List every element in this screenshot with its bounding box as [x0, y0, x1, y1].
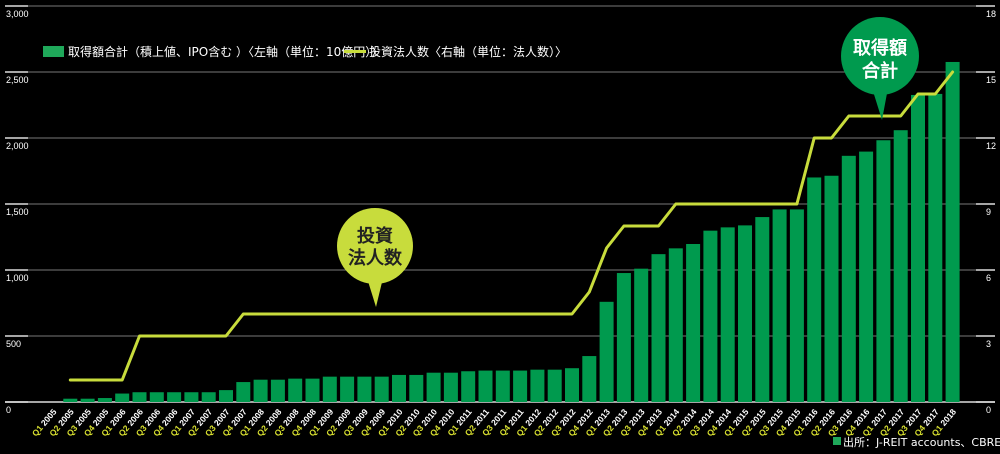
y-right-tick-label: 6	[986, 273, 991, 283]
bar	[738, 225, 752, 402]
y-right-tick-label: 9	[986, 207, 991, 217]
bar	[374, 376, 389, 402]
bar	[824, 175, 839, 402]
bar	[755, 217, 770, 402]
bar	[305, 378, 320, 402]
callout-text: 投資	[357, 225, 393, 247]
bar	[236, 382, 251, 402]
bar	[893, 130, 908, 402]
bar	[859, 151, 874, 402]
bar	[928, 93, 943, 403]
bar	[841, 155, 856, 402]
bar	[392, 374, 406, 402]
bar	[63, 398, 78, 402]
bar	[945, 61, 960, 403]
legend: 取得額合計（積上値、IPO含む ）〈左軸（単位：10億円）〉 投資法人数〈右軸（…	[43, 44, 567, 59]
bar	[807, 177, 822, 402]
line-path	[68, 70, 955, 382]
bar	[461, 371, 476, 402]
bar	[184, 392, 199, 402]
bar	[115, 393, 130, 402]
y-right-tick-label: 18	[986, 9, 996, 19]
bar	[547, 369, 562, 402]
bar	[651, 254, 666, 402]
y-right-tick-label: 3	[986, 339, 991, 349]
callout-text: 取得額	[853, 37, 907, 59]
y-left-tick-label: 0	[6, 405, 11, 415]
y-left-tick-label: 500	[6, 339, 21, 349]
bar	[409, 374, 424, 402]
bar	[478, 370, 493, 402]
bar	[167, 392, 182, 402]
callouts: 投資 法人数 取得額 合計	[337, 17, 919, 307]
bar	[565, 368, 579, 402]
bar	[132, 392, 147, 402]
bar	[530, 369, 545, 402]
legend-label-line: 投資法人数〈右軸（単位：法人数）〉	[369, 44, 567, 59]
source-text: 出所：J-REIT accounts、CBRE	[843, 435, 1000, 449]
bar	[495, 370, 510, 402]
bar	[340, 376, 355, 402]
bar	[599, 301, 614, 402]
y-left-tick-label: 2,500	[6, 75, 29, 85]
y-left-tick-label: 2,000	[6, 141, 29, 151]
callout-investment-corps: 投資 法人数	[337, 208, 413, 307]
bar	[668, 248, 683, 402]
bar	[582, 356, 597, 402]
y-left-tick-label: 1,500	[6, 207, 29, 217]
bar	[219, 390, 233, 402]
callout-text: 法人数	[348, 247, 403, 269]
line-series	[68, 70, 955, 382]
bar-series	[63, 61, 960, 403]
bar	[201, 392, 216, 402]
bar	[357, 376, 372, 402]
bar	[876, 140, 891, 402]
bar	[720, 227, 735, 402]
callout-text: 合計	[862, 60, 898, 82]
bar	[443, 372, 458, 402]
bar	[426, 372, 441, 402]
bar	[288, 378, 303, 402]
legend-swatch-bar	[43, 46, 64, 57]
y-right-tick-label: 12	[986, 141, 996, 151]
legend-label-bar: 取得額合計（積上値、IPO含む ）〈左軸（単位：10億円）〉	[68, 44, 383, 59]
legend-swatch-line	[344, 50, 366, 53]
y-right-tick-label: 0	[986, 405, 991, 415]
bar	[513, 370, 528, 402]
bar	[911, 94, 925, 402]
bar	[703, 230, 718, 402]
y-right-tick-label: 15	[986, 75, 996, 85]
bar	[616, 273, 631, 402]
bar	[80, 398, 95, 402]
bar	[634, 268, 649, 402]
callout-acquisition-total: 取得額 合計	[841, 17, 919, 120]
source-note: 出所：J-REIT accounts、CBRE	[833, 435, 1000, 449]
bar	[322, 376, 337, 402]
y-left-tick-label: 1,000	[6, 273, 29, 283]
bar	[253, 379, 268, 402]
bar	[686, 243, 701, 402]
bar	[772, 209, 787, 402]
bar	[149, 392, 164, 402]
bar	[97, 398, 112, 402]
bar	[270, 379, 285, 402]
bar	[789, 209, 804, 402]
y-left-tick-label: 3,000	[6, 9, 29, 19]
